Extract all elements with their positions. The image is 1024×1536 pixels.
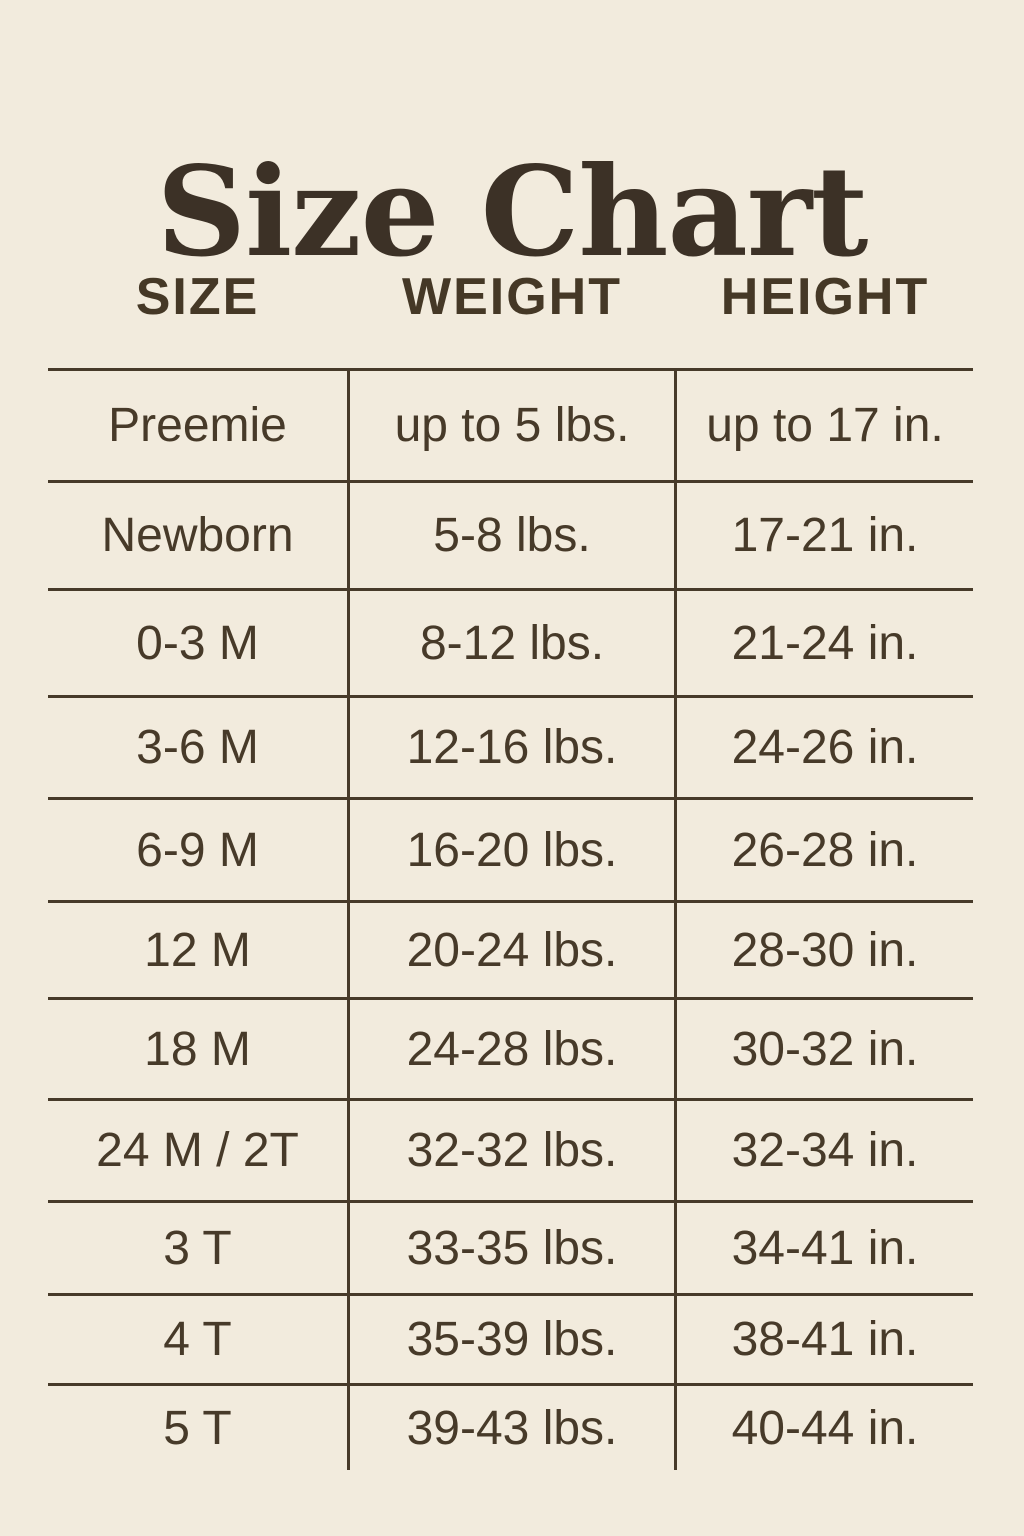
- height-cell: 38-41 in.: [677, 1293, 973, 1383]
- size-cell: 4 T: [48, 1293, 347, 1383]
- table-row: 24 M / 2T 32-32 lbs. 32-34 in.: [48, 1098, 973, 1200]
- table-row: 0-3 M 8-12 lbs. 21-24 in.: [48, 588, 973, 695]
- weight-cell: 24-28 lbs.: [347, 997, 677, 1098]
- weight-cell: 39-43 lbs.: [347, 1383, 677, 1470]
- size-cell: 6-9 M: [48, 797, 347, 900]
- height-cell: 17-21 in.: [677, 480, 973, 588]
- weight-cell: 16-20 lbs.: [347, 797, 677, 900]
- column-header-height: HEIGHT: [720, 268, 930, 326]
- height-cell: 30-32 in.: [677, 997, 973, 1098]
- page-title: Size Chart: [156, 140, 869, 286]
- weight-cell: 20-24 lbs.: [347, 900, 677, 997]
- weight-cell: up to 5 lbs.: [347, 368, 677, 480]
- height-cell: 32-34 in.: [677, 1098, 973, 1200]
- size-cell: 24 M / 2T: [48, 1098, 347, 1200]
- table-row: Preemie up to 5 lbs. up to 17 in.: [48, 368, 973, 480]
- table-row: 4 T 35-39 lbs. 38-41 in.: [48, 1293, 973, 1383]
- size-cell: 12 M: [48, 900, 347, 997]
- size-cell: Preemie: [48, 368, 347, 480]
- weight-cell: 32-32 lbs.: [347, 1098, 677, 1200]
- height-cell: 24-26 in.: [677, 695, 973, 797]
- height-cell: 40-44 in.: [677, 1383, 973, 1470]
- size-chart-table: SIZE WEIGHT HEIGHT Preemie up to 5 lbs. …: [48, 240, 973, 1470]
- height-cell: 26-28 in.: [677, 797, 973, 900]
- size-cell: 3 T: [48, 1200, 347, 1293]
- weight-cell: 35-39 lbs.: [347, 1293, 677, 1383]
- table-row: Newborn 5-8 lbs. 17-21 in.: [48, 480, 973, 588]
- table-body: Preemie up to 5 lbs. up to 17 in. Newbor…: [48, 368, 973, 1470]
- height-cell: 34-41 in.: [677, 1200, 973, 1293]
- size-cell: 5 T: [48, 1383, 347, 1470]
- size-cell: 0-3 M: [48, 588, 347, 695]
- weight-cell: 5-8 lbs.: [347, 480, 677, 588]
- table-row: 5 T 39-43 lbs. 40-44 in.: [48, 1383, 973, 1470]
- size-cell: 3-6 M: [48, 695, 347, 797]
- size-cell: 18 M: [48, 997, 347, 1098]
- table-row: 18 M 24-28 lbs. 30-32 in.: [48, 997, 973, 1098]
- column-header-weight: WEIGHT: [402, 268, 622, 326]
- table-row: 3 T 33-35 lbs. 34-41 in.: [48, 1200, 973, 1293]
- weight-cell: 12-16 lbs.: [347, 695, 677, 797]
- size-cell: Newborn: [48, 480, 347, 588]
- height-cell: up to 17 in.: [677, 368, 973, 480]
- height-cell: 28-30 in.: [677, 900, 973, 997]
- table-row: 3-6 M 12-16 lbs. 24-26 in.: [48, 695, 973, 797]
- table-row: 6-9 M 16-20 lbs. 26-28 in.: [48, 797, 973, 900]
- weight-cell: 33-35 lbs.: [347, 1200, 677, 1293]
- height-cell: 21-24 in.: [677, 588, 973, 695]
- weight-cell: 8-12 lbs.: [347, 588, 677, 695]
- table-row: 12 M 20-24 lbs. 28-30 in.: [48, 900, 973, 997]
- column-header-size: SIZE: [135, 268, 260, 326]
- table-header-row: SIZE WEIGHT HEIGHT: [48, 240, 973, 368]
